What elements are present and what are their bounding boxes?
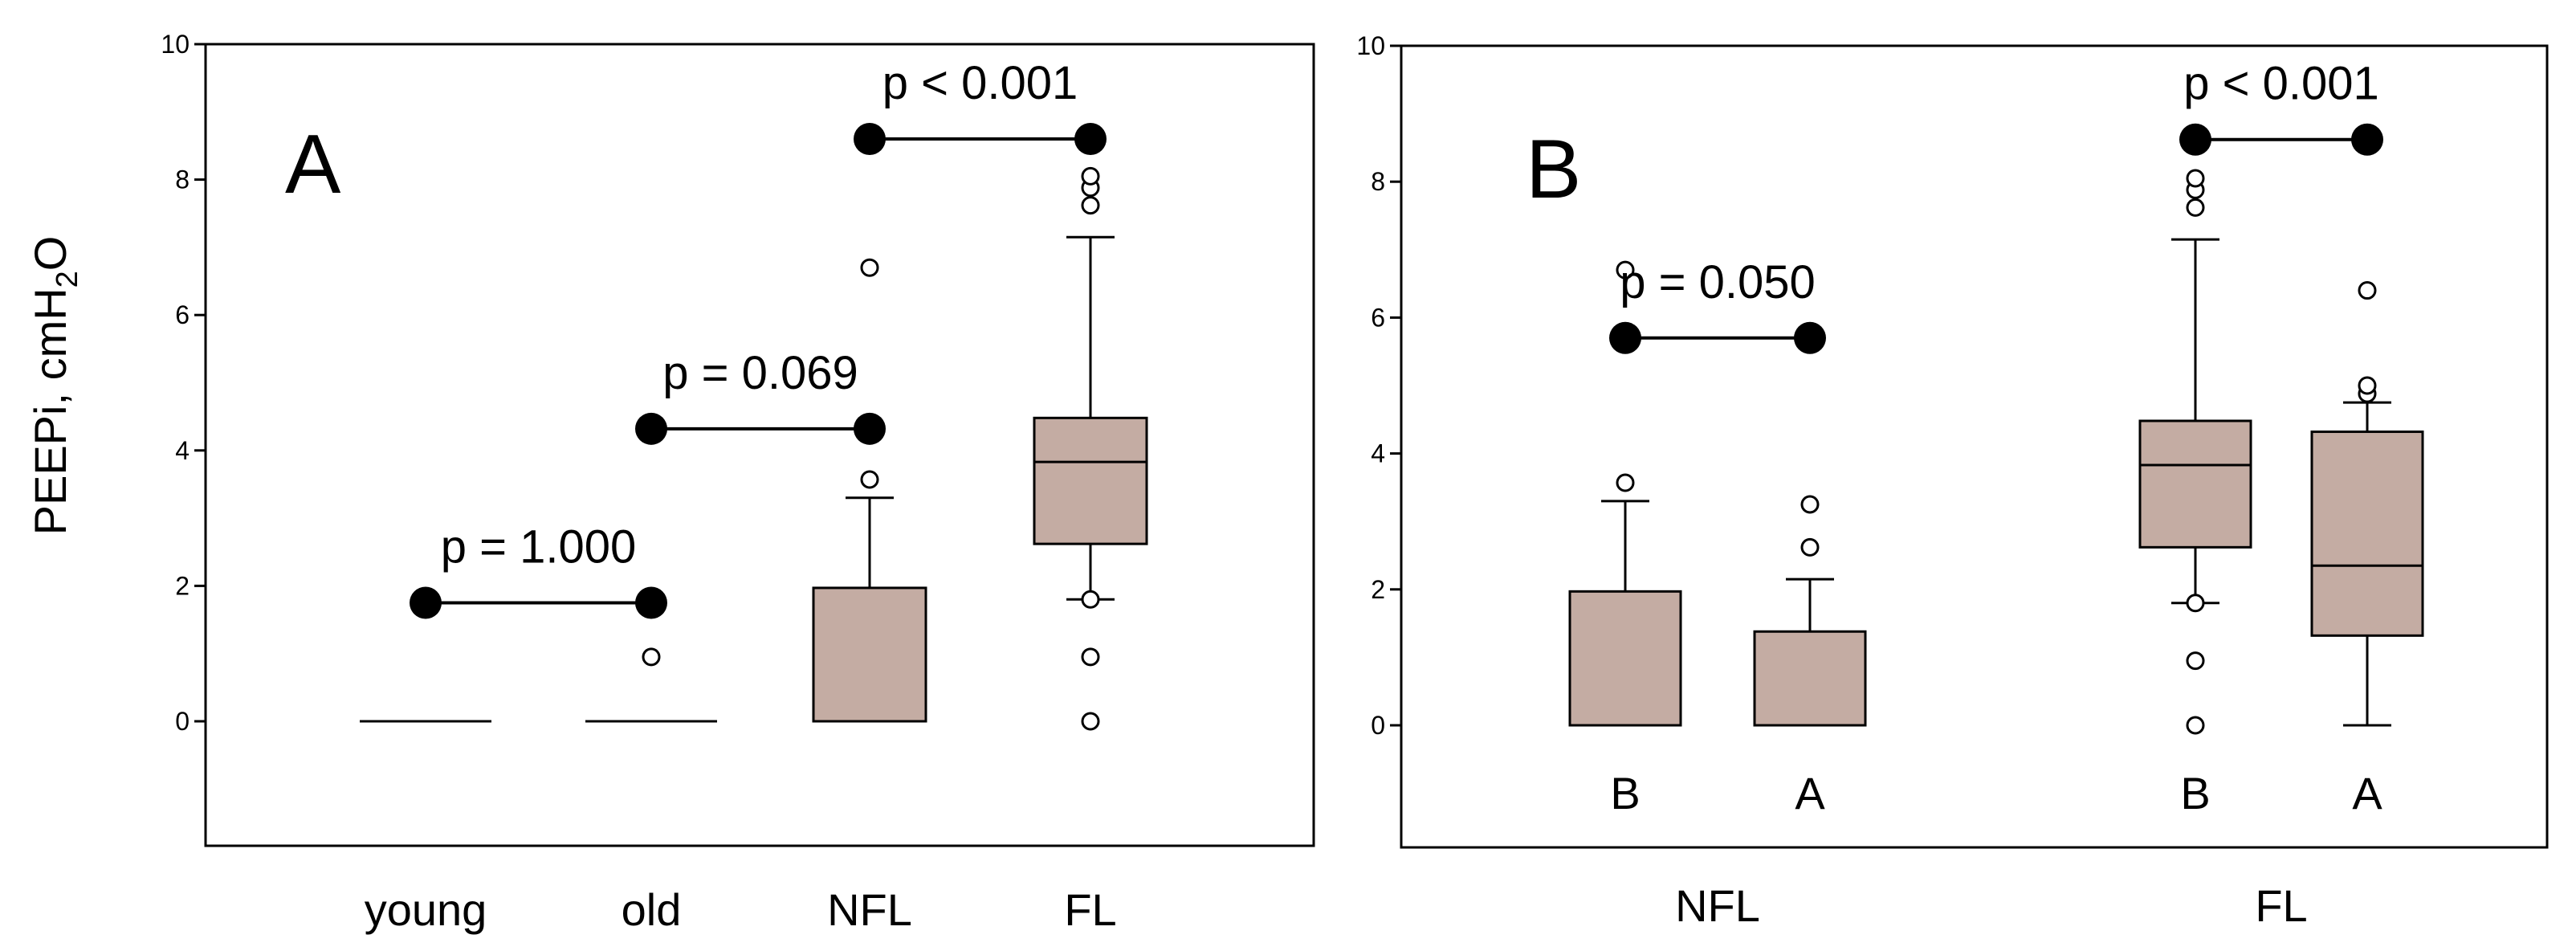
y-tick-label: 6	[175, 300, 190, 329]
outlier-point	[1802, 496, 1818, 512]
outlier-point	[1082, 591, 1098, 607]
p-value-label: p = 0.050	[1620, 256, 1816, 308]
subcategory-label: B	[1610, 768, 1640, 818]
outlier-point	[862, 471, 878, 488]
bracket-endpoint	[635, 586, 667, 618]
outlier-point	[862, 259, 878, 276]
y-tick-label: 8	[1371, 167, 1385, 196]
panel-label-b: B	[1526, 123, 1581, 216]
y-tick-label: 6	[1371, 303, 1385, 332]
p-value-label: p = 1.000	[441, 520, 637, 573]
outlier-point	[2187, 170, 2203, 186]
y-tick-label: 10	[1356, 31, 1385, 60]
box-fl-b	[2140, 170, 2251, 733]
y-tick-label: 8	[175, 165, 190, 194]
outlier-point	[2359, 283, 2375, 299]
box-body	[813, 588, 926, 721]
category-label-fl: FL	[1064, 884, 1116, 935]
p-value-label: p = 0.069	[662, 347, 858, 399]
y-tick-label: 0	[175, 707, 190, 736]
bracket-endpoint	[2351, 124, 2383, 156]
bracket-endpoint	[1609, 322, 1641, 354]
outlier-point	[1617, 475, 1633, 491]
box-body	[1755, 631, 1865, 725]
significance-bracket: p = 0.050	[1609, 256, 1826, 354]
box-body	[2312, 432, 2423, 636]
box-plot-figure: PEEPi, cmH2O 0 2 4 6 8 10 Ap = 1.000 p = 0.069 p…	[0, 0, 2576, 951]
significance-bracket: p = 1.000	[410, 520, 667, 618]
subcategory-label: A	[1795, 768, 1825, 818]
category-label-nfl: NFL	[827, 884, 912, 935]
bracket-endpoint	[635, 413, 667, 445]
outlier-point	[2187, 199, 2203, 215]
category-label-old: old	[622, 884, 682, 935]
box-old	[585, 649, 717, 721]
p-value-label: p < 0.001	[882, 57, 1078, 109]
group-label-nfl: NFL	[1675, 880, 1760, 931]
bracket-endpoint	[854, 123, 886, 155]
box-fl-a	[2312, 283, 2423, 725]
subcategory-label: B	[2180, 768, 2210, 818]
y-tick-label: 4	[1371, 439, 1385, 468]
p-value-label: p < 0.001	[2183, 58, 2379, 110]
outlier-point	[2187, 653, 2203, 669]
bracket-endpoint	[854, 413, 886, 445]
y-axis-label: PEEPi, cmH2O	[25, 236, 84, 536]
bracket-endpoint	[2179, 124, 2211, 156]
bracket-endpoint	[1074, 123, 1107, 155]
significance-bracket: p < 0.001	[2179, 58, 2383, 156]
outlier-point	[1082, 168, 1098, 184]
y-tick-label: 2	[1371, 575, 1385, 604]
bracket-endpoint	[1794, 322, 1826, 354]
significance-bracket: p < 0.001	[854, 57, 1107, 155]
box-body	[2140, 421, 2251, 547]
outlier-point	[1082, 198, 1098, 214]
y-tick-label: 10	[161, 30, 190, 59]
y-tick-label: 4	[175, 436, 190, 465]
outlier-point	[1082, 649, 1098, 665]
box-nfl	[813, 259, 926, 721]
box-nfl-a	[1755, 496, 1865, 725]
y-tick-label: 0	[1371, 711, 1385, 740]
outlier-point	[2187, 717, 2203, 733]
panel-a: 0 2 4 6 8 10 Ap = 1.000 p = 0.069 p < 0.001 young…	[161, 30, 1314, 935]
bracket-endpoint	[410, 586, 442, 618]
significance-bracket: p = 0.069	[635, 347, 886, 445]
box-body	[1034, 418, 1147, 544]
box-fl	[1034, 168, 1147, 729]
group-label-fl: FL	[2255, 880, 2307, 931]
panel-b: 0 2 4 6 8 10 Bp = 0.050 p < 0.001 B A B A NFL FL	[1356, 31, 2547, 931]
y-tick-label: 2	[175, 571, 190, 600]
outlier-point	[2187, 595, 2203, 611]
outlier-point	[1082, 713, 1098, 729]
category-label-young: young	[365, 884, 487, 935]
outlier-point	[2359, 378, 2375, 394]
box-body	[1570, 591, 1681, 725]
outlier-point	[643, 649, 659, 665]
subcategory-label: A	[2352, 768, 2382, 818]
panel-label-a: A	[285, 118, 341, 211]
outlier-point	[1802, 539, 1818, 555]
